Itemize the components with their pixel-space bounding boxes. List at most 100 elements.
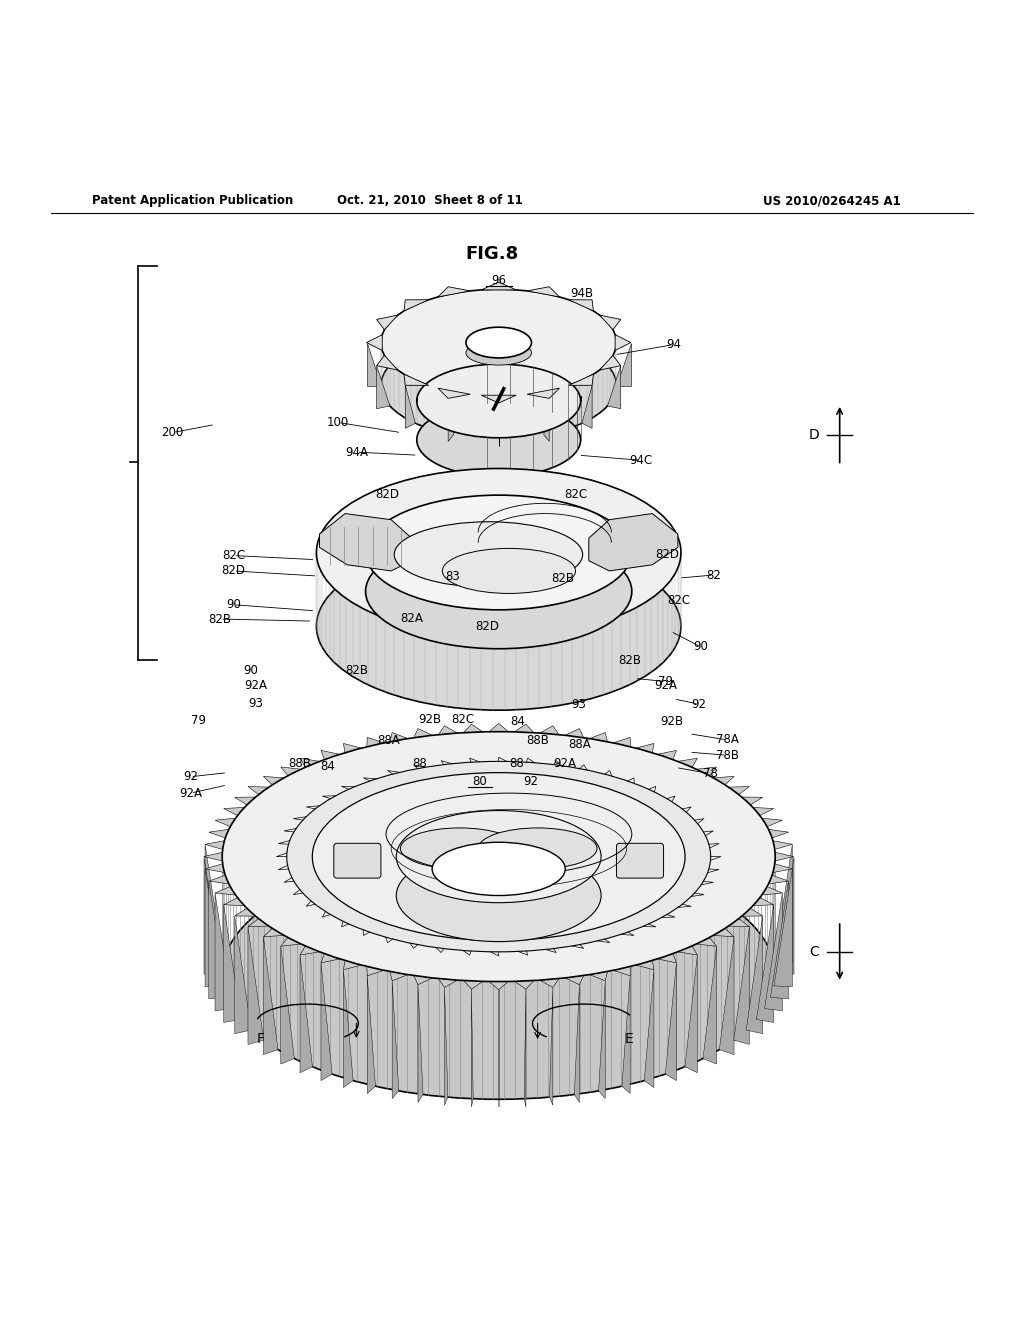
Text: F: F	[256, 1032, 264, 1045]
Polygon shape	[644, 970, 654, 1088]
Polygon shape	[281, 767, 301, 776]
Ellipse shape	[312, 772, 685, 941]
Polygon shape	[613, 738, 631, 747]
Polygon shape	[367, 738, 384, 747]
Polygon shape	[762, 887, 782, 895]
Polygon shape	[599, 981, 605, 1098]
Ellipse shape	[366, 495, 632, 610]
Ellipse shape	[394, 521, 583, 587]
FancyBboxPatch shape	[616, 843, 664, 878]
Ellipse shape	[478, 828, 597, 869]
Polygon shape	[234, 916, 251, 1034]
Polygon shape	[527, 286, 559, 297]
Text: 200: 200	[161, 426, 183, 440]
Polygon shape	[367, 343, 381, 385]
Polygon shape	[514, 725, 534, 733]
Ellipse shape	[466, 341, 531, 366]
Ellipse shape	[417, 364, 581, 438]
Polygon shape	[527, 388, 559, 399]
Text: 90: 90	[226, 598, 241, 611]
Text: 82B: 82B	[209, 612, 231, 626]
FancyBboxPatch shape	[334, 843, 381, 878]
Polygon shape	[636, 961, 654, 970]
Polygon shape	[403, 300, 429, 312]
Polygon shape	[540, 978, 559, 987]
Text: 82B: 82B	[345, 664, 368, 677]
Ellipse shape	[432, 842, 565, 895]
Text: 92: 92	[691, 697, 706, 710]
Text: 79: 79	[191, 714, 206, 727]
Polygon shape	[728, 919, 750, 927]
Polygon shape	[600, 315, 621, 330]
Ellipse shape	[366, 535, 632, 648]
Polygon shape	[464, 981, 483, 989]
Polygon shape	[765, 894, 782, 1011]
Text: 82D: 82D	[655, 548, 680, 561]
Text: 92: 92	[183, 771, 198, 783]
Polygon shape	[281, 946, 294, 1064]
Polygon shape	[263, 937, 279, 1055]
Polygon shape	[205, 869, 223, 986]
Polygon shape	[204, 853, 222, 861]
Polygon shape	[774, 845, 793, 962]
Polygon shape	[565, 975, 584, 985]
Text: 94: 94	[667, 338, 681, 351]
Polygon shape	[444, 987, 447, 1105]
Text: 92A: 92A	[179, 787, 202, 800]
Text: 82D: 82D	[375, 487, 399, 500]
Polygon shape	[438, 286, 470, 297]
Ellipse shape	[400, 828, 519, 869]
Text: 82B: 82B	[552, 572, 574, 585]
Ellipse shape	[222, 731, 775, 982]
Text: 82A: 82A	[400, 611, 423, 624]
Ellipse shape	[222, 850, 775, 1100]
Polygon shape	[574, 985, 580, 1102]
Polygon shape	[753, 808, 774, 816]
Polygon shape	[757, 904, 774, 1023]
Polygon shape	[489, 982, 508, 990]
Polygon shape	[489, 723, 508, 731]
Polygon shape	[343, 970, 353, 1088]
Polygon shape	[550, 987, 553, 1105]
Polygon shape	[753, 898, 774, 906]
Polygon shape	[263, 928, 284, 937]
Polygon shape	[622, 975, 630, 1093]
Text: 88: 88	[510, 756, 524, 770]
Text: 82C: 82C	[452, 713, 474, 726]
Polygon shape	[215, 887, 236, 895]
Polygon shape	[300, 946, 319, 954]
Polygon shape	[471, 989, 473, 1107]
Polygon shape	[734, 927, 750, 1044]
Polygon shape	[390, 972, 408, 981]
Text: 84: 84	[511, 715, 525, 727]
Polygon shape	[215, 818, 236, 826]
Polygon shape	[714, 928, 734, 937]
Polygon shape	[377, 366, 390, 409]
Polygon shape	[343, 743, 361, 752]
Polygon shape	[281, 937, 301, 946]
Text: 82B: 82B	[618, 653, 641, 667]
Text: 93: 93	[571, 697, 586, 710]
Text: Oct. 21, 2010  Sheet 8 of 11: Oct. 21, 2010 Sheet 8 of 11	[337, 194, 523, 207]
Polygon shape	[248, 919, 269, 927]
Text: US 2010/0264245 A1: US 2010/0264245 A1	[763, 194, 901, 207]
Polygon shape	[616, 343, 631, 385]
Ellipse shape	[396, 850, 601, 941]
Text: 82C: 82C	[668, 594, 690, 607]
Polygon shape	[657, 750, 677, 759]
Polygon shape	[607, 366, 621, 409]
Polygon shape	[234, 908, 256, 916]
Text: 78B: 78B	[716, 748, 738, 762]
Polygon shape	[719, 937, 734, 1055]
Text: 90: 90	[244, 664, 258, 677]
Polygon shape	[319, 513, 412, 572]
Polygon shape	[770, 880, 788, 999]
Polygon shape	[263, 776, 284, 785]
Text: 92B: 92B	[419, 713, 441, 726]
Polygon shape	[300, 758, 319, 767]
Text: 82: 82	[707, 569, 721, 582]
Polygon shape	[223, 904, 241, 1023]
Polygon shape	[414, 975, 432, 985]
Polygon shape	[768, 829, 788, 838]
Text: 88A: 88A	[568, 738, 591, 751]
